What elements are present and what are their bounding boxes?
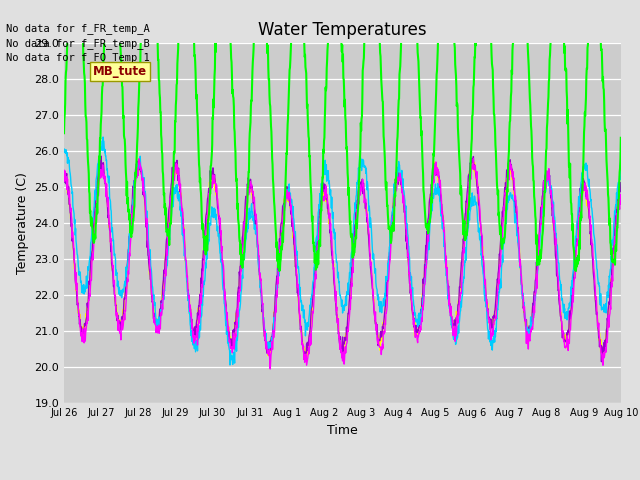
X-axis label: Time: Time — [327, 424, 358, 437]
Text: No data for f_FO_Temp_1: No data for f_FO_Temp_1 — [6, 52, 150, 63]
Title: Water Temperatures: Water Temperatures — [258, 21, 427, 39]
Text: MB_tute: MB_tute — [93, 65, 147, 78]
Legend: FR_temp_C, WaterT, CondTemp, MDTemp_A, WaterTemp_CTD: FR_temp_C, WaterT, CondTemp, MDTemp_A, W… — [95, 479, 590, 480]
Text: No data for f_FR_temp_A: No data for f_FR_temp_A — [6, 23, 150, 34]
Y-axis label: Temperature (C): Temperature (C) — [16, 172, 29, 274]
Text: No data for f_FR_temp_B: No data for f_FR_temp_B — [6, 37, 150, 48]
